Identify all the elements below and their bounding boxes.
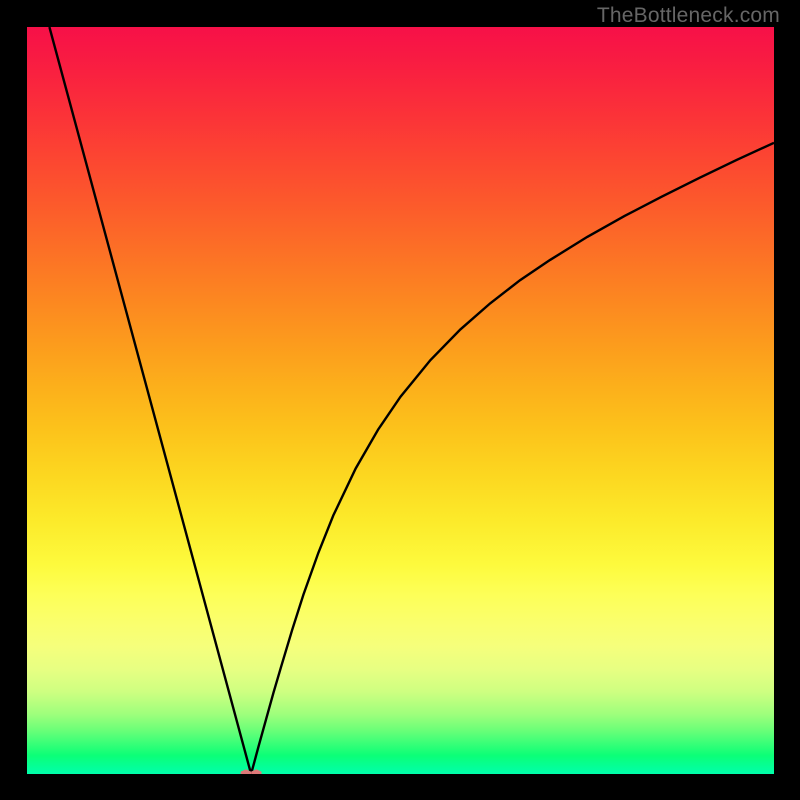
plot-area	[27, 27, 774, 774]
chart-container: TheBottleneck.com	[0, 0, 800, 800]
gradient-background	[27, 27, 774, 774]
watermark-text: TheBottleneck.com	[597, 4, 780, 28]
plot-svg	[27, 27, 774, 774]
